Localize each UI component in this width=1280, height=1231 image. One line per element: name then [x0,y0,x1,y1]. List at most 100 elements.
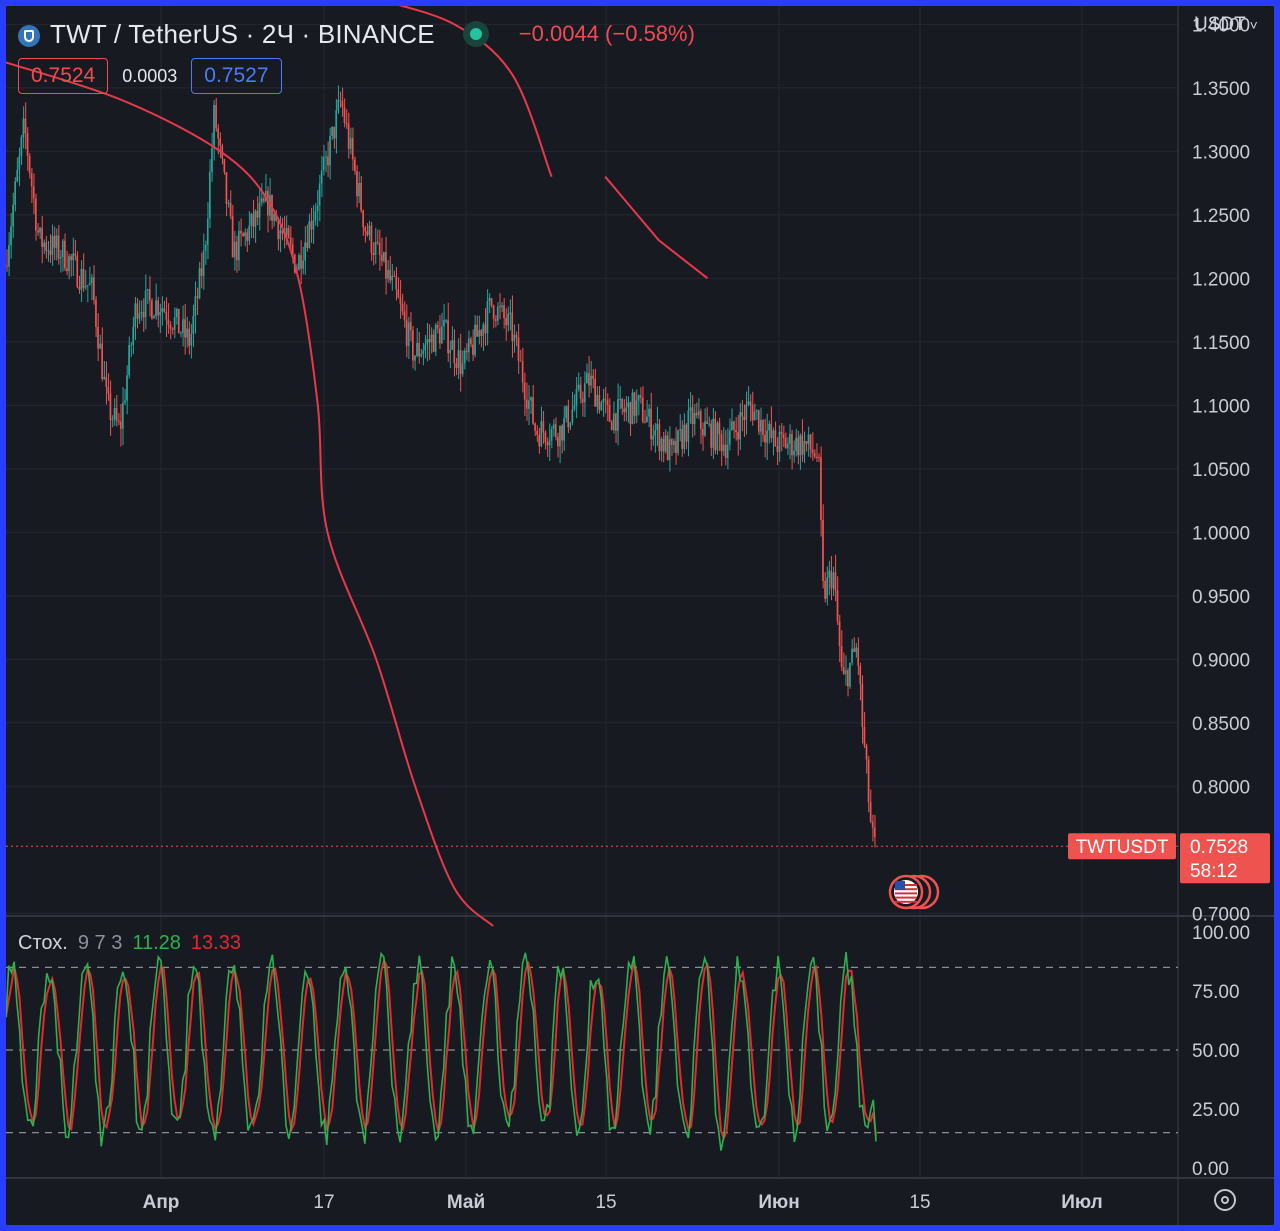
candle [380,237,383,267]
candle [209,159,211,229]
settings-gear-icon[interactable] [1214,1189,1236,1211]
candle [438,315,441,349]
stoch-params: 9 7 3 [77,932,123,954]
candle [72,237,74,276]
candle [397,277,400,299]
candle [169,321,172,340]
candle [190,323,193,359]
candle [119,403,122,447]
candle [753,403,756,421]
candle [838,614,841,663]
candle [859,662,862,701]
candle [64,233,66,272]
candle [467,330,470,363]
candle [242,231,244,237]
price-tick-label: 1.3000 [1192,142,1250,163]
candle [474,315,476,358]
time-tick-label: 15 [909,1192,930,1213]
chart-header: TWT / TetherUS · 2Ч · BINANCE −0.0044 (−… [18,14,695,54]
candle [343,98,346,128]
candle [360,175,362,213]
stoch-tick-label: 75.00 [1192,982,1240,1003]
candle [341,87,344,117]
candle [252,199,255,239]
candle [822,504,824,589]
candle [155,283,157,320]
candle [182,305,184,347]
sell-price-button[interactable]: 0.7524 [18,58,109,94]
candle [579,376,582,404]
chart-canvas[interactable]: 1.40001.35001.30001.25001.20001.15001.10… [6,6,1274,1225]
channel-lower-curve [6,61,494,927]
candle [192,304,195,347]
candle [842,652,845,676]
candle [644,409,646,424]
candle [109,380,112,436]
candle [366,223,369,237]
candle [39,226,41,239]
candle [459,333,462,392]
candle [57,225,60,265]
candle [383,251,385,263]
candle [258,188,261,231]
candle [93,265,95,305]
symbol-title[interactable]: TWT / TetherUS · 2Ч · BINANCE [50,18,435,49]
candle [735,417,737,441]
candle [449,340,451,369]
candle [604,387,607,414]
candle [569,421,572,430]
candle [820,446,822,537]
candle [151,298,153,320]
candle [577,372,580,392]
candle [61,238,64,272]
candle [813,449,816,459]
stoch-legend[interactable]: Стох. 9 7 3 11.28 13.33 [18,932,241,955]
candle [552,419,555,437]
market-status-icon[interactable] [462,21,489,47]
candle [335,99,338,154]
candle [347,112,350,159]
candle [115,394,118,427]
stoch-k-line [6,951,877,1151]
candle [608,398,611,423]
candle [300,240,302,285]
candle [660,436,663,462]
candle [84,270,87,290]
candle [35,193,37,241]
candle [588,355,590,398]
candle [627,396,630,423]
candle [32,173,35,215]
candle [525,382,528,421]
candle [322,144,325,176]
time-tick-label: Май [447,1192,485,1213]
candle [430,327,433,354]
currency-selector[interactable]: USDT [1194,14,1258,36]
candle [345,109,348,129]
price-tick-label: 1.1500 [1192,333,1250,354]
price-tick-label: 0.8500 [1192,714,1250,735]
price-change: −0.0044 (−0.58%) [518,21,695,46]
candle [246,228,248,252]
candle [478,315,480,345]
candle [171,327,174,335]
candle [768,420,770,444]
candle [764,418,766,458]
candle [615,412,617,443]
candle [395,266,398,301]
candle [631,388,634,425]
candle [689,392,692,424]
candle [486,289,489,346]
price-tick-label: 1.3500 [1192,79,1250,100]
candle [16,157,19,183]
candle [161,296,164,326]
candle [142,298,145,332]
candle [105,361,108,405]
candle [791,429,793,470]
candle [211,132,213,182]
candle [849,662,851,689]
candle [8,232,10,277]
candle [177,308,180,334]
buy-price-button[interactable]: 0.7527 [191,58,282,94]
stoch-d-value: 13.33 [190,932,241,954]
channel-upper-segment [604,176,709,280]
